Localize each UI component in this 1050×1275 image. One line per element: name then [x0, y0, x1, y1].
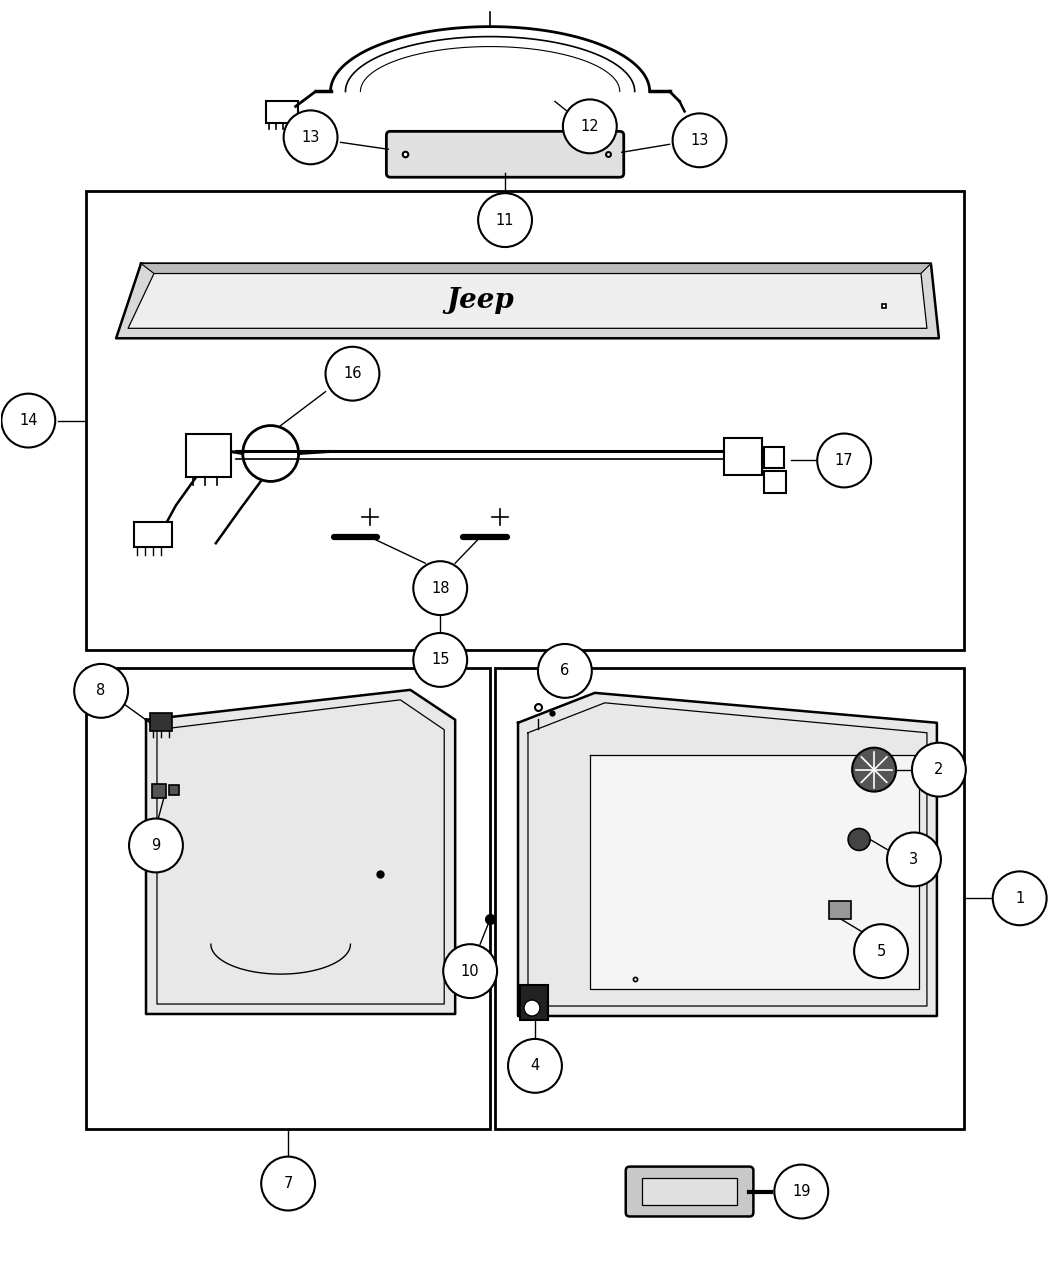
Bar	[764, 446, 784, 468]
Bar	[169, 784, 179, 794]
Circle shape	[853, 747, 896, 792]
Text: 1: 1	[1015, 891, 1025, 905]
Polygon shape	[117, 264, 939, 338]
Text: 15: 15	[430, 653, 449, 667]
Bar	[86, 191, 964, 650]
Circle shape	[673, 113, 727, 167]
Circle shape	[414, 561, 467, 615]
Bar	[150, 713, 172, 731]
Circle shape	[284, 111, 337, 164]
Bar	[134, 523, 172, 547]
Circle shape	[563, 99, 616, 153]
Circle shape	[887, 833, 941, 886]
Circle shape	[326, 347, 379, 400]
Bar	[496, 668, 964, 1128]
Bar	[86, 668, 490, 1128]
Text: Jeep: Jeep	[446, 287, 514, 315]
Bar	[724, 437, 762, 476]
Bar	[152, 784, 166, 798]
Text: 8: 8	[97, 683, 106, 699]
Bar	[520, 986, 548, 1020]
Circle shape	[443, 945, 497, 998]
Circle shape	[508, 1039, 562, 1093]
Text: 3: 3	[909, 852, 919, 867]
Text: 2: 2	[934, 762, 944, 778]
Circle shape	[538, 644, 592, 697]
Text: 16: 16	[343, 366, 361, 381]
Circle shape	[854, 924, 908, 978]
Circle shape	[414, 632, 467, 687]
Polygon shape	[590, 755, 919, 989]
Circle shape	[848, 829, 870, 850]
Circle shape	[524, 1000, 540, 1016]
Circle shape	[992, 871, 1047, 926]
Circle shape	[817, 434, 871, 487]
Text: 7: 7	[284, 1176, 293, 1191]
Text: 19: 19	[792, 1184, 811, 1198]
Polygon shape	[128, 273, 927, 329]
Polygon shape	[141, 264, 931, 273]
Bar	[643, 1178, 737, 1205]
Bar	[266, 102, 297, 124]
Bar	[764, 472, 786, 493]
FancyBboxPatch shape	[626, 1167, 754, 1216]
Text: 18: 18	[430, 580, 449, 595]
Circle shape	[478, 194, 532, 247]
Text: 13: 13	[690, 133, 709, 148]
Bar	[830, 901, 852, 919]
Text: 11: 11	[496, 213, 514, 228]
FancyBboxPatch shape	[386, 131, 624, 177]
Text: 14: 14	[19, 413, 38, 428]
Circle shape	[261, 1156, 315, 1210]
Text: 4: 4	[530, 1058, 540, 1074]
Polygon shape	[518, 692, 937, 1016]
Circle shape	[1, 394, 56, 448]
Text: 10: 10	[461, 964, 480, 979]
Text: 12: 12	[581, 119, 600, 134]
Circle shape	[129, 819, 183, 872]
Text: 13: 13	[301, 130, 320, 145]
Bar	[186, 434, 231, 477]
Circle shape	[912, 743, 966, 797]
Polygon shape	[146, 690, 456, 1014]
Text: 6: 6	[561, 663, 569, 678]
Circle shape	[75, 664, 128, 718]
Text: 9: 9	[151, 838, 161, 853]
Text: 5: 5	[877, 944, 886, 959]
Circle shape	[774, 1164, 828, 1219]
Text: 17: 17	[835, 453, 854, 468]
